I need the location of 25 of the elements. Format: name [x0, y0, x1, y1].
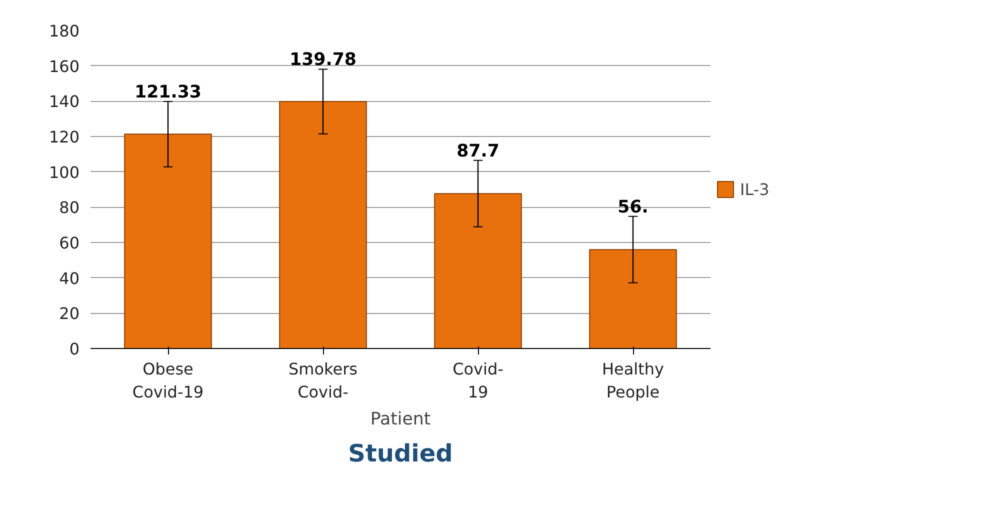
y-tick-label: 60 [59, 234, 80, 252]
y-tick-label: 40 [59, 268, 80, 288]
y-tick-label: 80 [59, 198, 80, 218]
data-label: 56. [618, 197, 648, 218]
y-tick-label: 20 [59, 304, 80, 324]
bar [124, 134, 212, 348]
bar [434, 193, 522, 348]
bar [279, 101, 367, 348]
data-label: 139.78 [290, 50, 356, 70]
x-tick-label: Healthy People [602, 360, 664, 402]
x-tick-label: Covid- 19 [452, 360, 504, 402]
bar [589, 249, 677, 348]
legend-label: IL-3 [740, 180, 770, 198]
y-tick-label: 180 [48, 22, 80, 40]
data-label: 121.33 [134, 82, 202, 102]
x-tick-label: Obese Covid-19 [132, 360, 204, 402]
x-tick-label: Smokers Covid- [288, 360, 358, 402]
x-axis-title: Patient [370, 409, 431, 430]
y-tick-label: 160 [48, 56, 80, 76]
y-tick-label: 140 [48, 92, 80, 112]
y-tick-label: 120 [48, 128, 80, 146]
y-tick-label: 100 [48, 162, 80, 182]
y-tick-label: 0 [69, 340, 80, 358]
data-label: 87.7 [456, 141, 500, 162]
text: Studied [348, 440, 453, 468]
